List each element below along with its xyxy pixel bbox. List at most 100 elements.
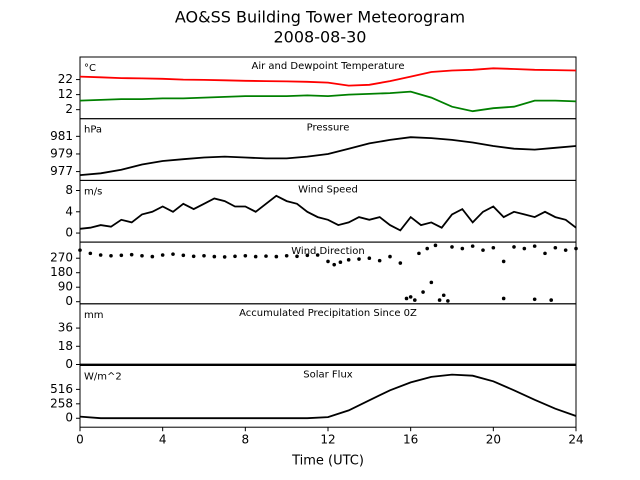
data-point <box>346 258 351 262</box>
x-tick-label: 0 <box>76 433 84 447</box>
data-point <box>243 253 248 258</box>
data-point <box>377 258 382 263</box>
data-point <box>437 298 442 302</box>
data-point <box>481 248 485 252</box>
unit-label: W/m^2 <box>84 372 122 383</box>
data-point <box>501 259 506 264</box>
y-tick-label: 36 <box>58 321 73 335</box>
data-point <box>417 251 421 256</box>
data-point <box>563 248 568 252</box>
data-point <box>119 253 124 258</box>
y-tick-label: 977 <box>50 164 73 178</box>
y-tick-label: 180 <box>50 265 73 279</box>
data-point <box>367 256 372 261</box>
y-tick-label: 979 <box>50 146 73 160</box>
data-point <box>441 293 446 298</box>
y-tick-label: 0 <box>65 411 73 425</box>
data-point <box>413 298 417 302</box>
y-tick-label: 0 <box>65 294 73 308</box>
data-point <box>470 244 475 248</box>
data-point <box>512 245 516 249</box>
data-point <box>421 290 425 294</box>
data-point <box>491 245 496 250</box>
data-point <box>129 252 134 257</box>
data-point <box>501 296 506 301</box>
panel-title: Solar Flux <box>303 370 353 381</box>
data-point <box>429 280 434 285</box>
data-point <box>98 253 103 257</box>
y-tick-label: 4 <box>65 204 73 218</box>
unit-label: mm <box>84 310 103 321</box>
y-tick-label: 270 <box>50 251 73 265</box>
panel-title: Pressure <box>307 123 350 134</box>
data-point <box>357 257 361 261</box>
data-point <box>191 254 196 259</box>
data-point <box>264 254 268 258</box>
data-point <box>295 254 299 259</box>
figure-title: AO&SS Building Tower Meteorogram <box>175 8 465 27</box>
data-point <box>338 260 343 265</box>
data-point <box>425 246 430 251</box>
data-point <box>109 253 113 258</box>
data-line <box>79 67 577 87</box>
data-point <box>305 253 310 258</box>
panel-title: Air and Dewpoint Temperature <box>252 61 405 72</box>
x-tick-label: 4 <box>159 433 167 447</box>
x-tick-label: 20 <box>486 433 501 447</box>
y-tick-label: 2 <box>65 102 73 116</box>
data-point <box>553 245 558 250</box>
panel-title: Accumulated Precipitation Since 0Z <box>239 308 417 319</box>
data-point <box>181 253 186 258</box>
y-tick-label: 0 <box>65 357 73 371</box>
data-point <box>522 246 527 251</box>
x-tick-label: 24 <box>568 433 583 447</box>
y-tick-label: 22 <box>58 72 73 86</box>
data-point <box>332 262 337 267</box>
data-point <box>574 246 578 251</box>
y-tick-label: 0 <box>65 226 73 240</box>
unit-label: °C <box>84 63 96 74</box>
data-line <box>79 136 577 176</box>
panel-title: Wind Direction <box>291 246 365 257</box>
data-point <box>408 295 413 299</box>
x-tick-label: 8 <box>242 433 250 447</box>
data-point <box>78 248 82 252</box>
data-point <box>532 297 537 302</box>
data-line <box>79 90 577 113</box>
x-tick-label: 16 <box>403 433 418 447</box>
data-point <box>171 252 175 256</box>
unit-label: hPa <box>84 125 102 136</box>
data-point <box>543 251 547 256</box>
data-point <box>212 254 217 259</box>
data-point <box>315 253 320 257</box>
data-point <box>398 261 403 265</box>
data-point <box>140 253 144 258</box>
data-point <box>460 246 465 251</box>
x-tick-label: 12 <box>320 433 335 447</box>
data-point <box>233 254 237 259</box>
data-point <box>446 299 450 303</box>
y-tick-label: 12 <box>58 87 73 101</box>
data-point <box>253 254 258 259</box>
figure-subtitle: 2008-08-30 <box>274 28 367 47</box>
x-axis-label: Time (UTC) <box>291 454 364 469</box>
data-point <box>388 254 392 259</box>
y-tick-label: 258 <box>50 396 73 410</box>
y-tick-label: 8 <box>65 183 73 197</box>
data-point <box>326 259 330 264</box>
y-tick-label: 981 <box>50 129 73 143</box>
data-point <box>549 298 553 302</box>
data-point <box>404 296 409 301</box>
data-line <box>79 194 577 232</box>
data-point <box>433 243 438 248</box>
data-point <box>88 251 93 256</box>
panel-title: Wind Speed <box>298 184 358 195</box>
data-point <box>222 255 227 259</box>
data-point <box>202 253 206 258</box>
y-tick-label: 90 <box>58 280 73 294</box>
data-point <box>150 254 155 259</box>
data-point <box>274 254 279 259</box>
data-point <box>284 253 289 258</box>
unit-label: m/s <box>84 186 102 197</box>
